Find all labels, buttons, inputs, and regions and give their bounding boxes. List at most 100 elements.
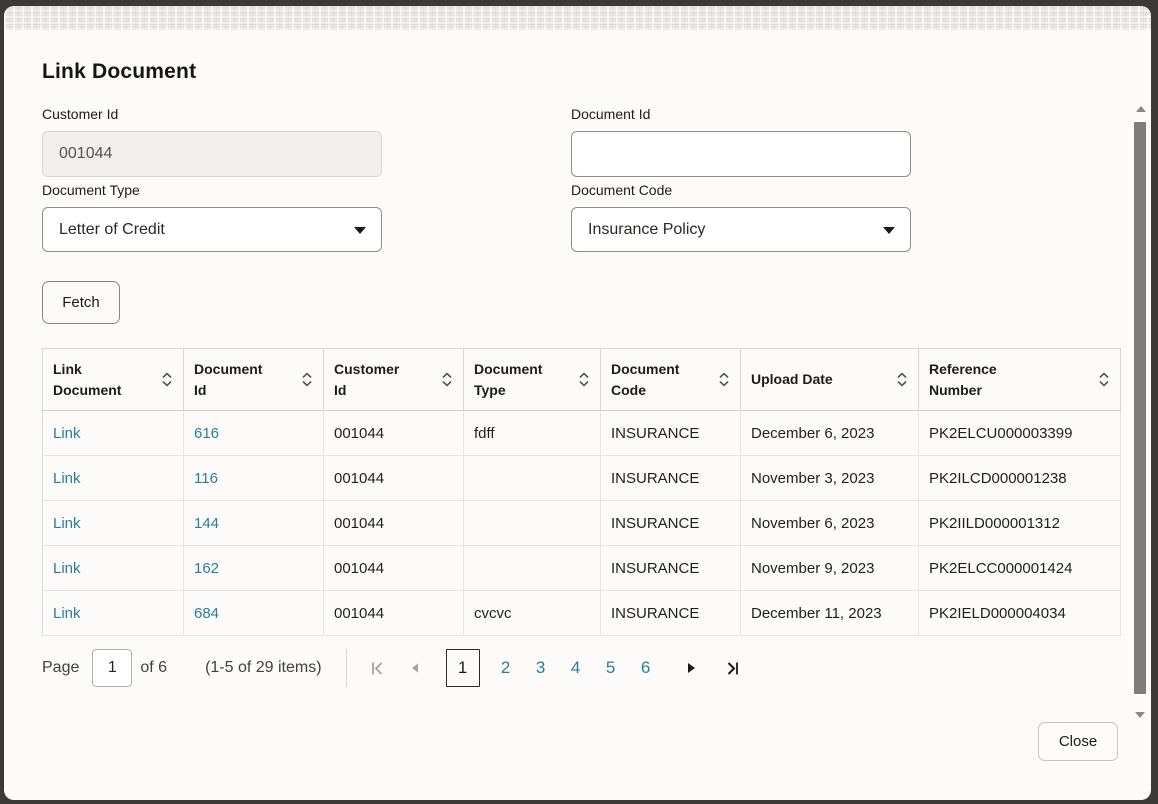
column-header-label: Document Code bbox=[611, 361, 680, 398]
page-link-1[interactable]: 1 bbox=[445, 649, 480, 687]
document-type-label: Document Type bbox=[42, 182, 140, 198]
cell-upload-date: November 6, 2023 bbox=[740, 500, 919, 546]
page-link-3[interactable]: 3 bbox=[535, 658, 546, 677]
link-action[interactable]: Link bbox=[53, 424, 81, 442]
document-id-link[interactable]: 162 bbox=[194, 559, 220, 577]
cell-document-type bbox=[463, 500, 601, 546]
pagination-divider bbox=[345, 649, 347, 687]
cell-upload-date: December 11, 2023 bbox=[740, 590, 919, 636]
caret-down-icon bbox=[354, 227, 366, 234]
customer-id-field: Customer Id bbox=[42, 106, 382, 177]
page-label: Page bbox=[42, 659, 80, 676]
cell-link: Link bbox=[42, 500, 184, 546]
page-of-label: of 6 bbox=[140, 659, 168, 676]
column-header[interactable]: Link Document bbox=[42, 348, 184, 411]
link-document-modal: Link Document Customer Id Document Id Do… bbox=[4, 6, 1151, 800]
sort-icon bbox=[302, 372, 312, 387]
column-header[interactable]: Document Type bbox=[463, 348, 601, 411]
last-page-icon[interactable] bbox=[724, 660, 741, 677]
cell-link: Link bbox=[42, 455, 184, 501]
vertical-scrollbar[interactable] bbox=[1133, 106, 1148, 718]
cell-document-code: INSURANCE bbox=[600, 500, 741, 546]
document-id-label: Document Id bbox=[571, 106, 651, 122]
cell-reference-number: PK2IELD000004034 bbox=[918, 590, 1121, 636]
next-page-icon[interactable] bbox=[684, 661, 698, 675]
document-id-link[interactable]: 144 bbox=[194, 514, 220, 532]
column-header[interactable]: Reference Number bbox=[918, 348, 1121, 411]
document-id-link[interactable]: 616 bbox=[194, 424, 220, 442]
column-header[interactable]: Document Id bbox=[183, 348, 324, 411]
cell-document-type bbox=[463, 545, 601, 591]
column-header[interactable]: Upload Date bbox=[740, 348, 919, 411]
document-type-field: Document Type Letter of Credit bbox=[42, 182, 382, 252]
cell-customer-id: 001044 bbox=[323, 410, 464, 456]
document-code-select[interactable]: Insurance Policy bbox=[571, 207, 911, 252]
pagination-bar: Page of 6 (1-5 of 29 items) 1 2 3 4 5 6 bbox=[42, 646, 741, 690]
table-row: Link 684 001044 cvcvc INSURANCE December 11, … bbox=[42, 590, 1121, 636]
column-header-label: Upload Date bbox=[751, 371, 833, 388]
document-id-link[interactable]: 116 bbox=[194, 469, 218, 487]
column-header-label: Customer Id bbox=[334, 361, 400, 398]
column-header[interactable]: Customer Id bbox=[323, 348, 464, 411]
cell-reference-number: PK2IILD000001312 bbox=[918, 500, 1121, 546]
cell-customer-id: 001044 bbox=[323, 590, 464, 636]
page-title: Link Document bbox=[42, 60, 197, 83]
documents-table: Link Document Document Id Customer Id Docum… bbox=[42, 348, 1121, 636]
link-action[interactable]: Link bbox=[53, 559, 81, 577]
page-link-5[interactable]: 5 bbox=[605, 658, 616, 677]
page-number-input[interactable] bbox=[92, 649, 133, 687]
sort-icon bbox=[162, 372, 172, 387]
sort-icon bbox=[1099, 372, 1109, 387]
customer-id-input[interactable] bbox=[42, 131, 382, 177]
sort-icon bbox=[579, 372, 589, 387]
cell-link: Link bbox=[42, 545, 184, 591]
cell-document-id: 144 bbox=[183, 500, 324, 546]
cell-upload-date: November 9, 2023 bbox=[740, 545, 919, 591]
cell-customer-id: 001044 bbox=[323, 500, 464, 546]
column-header-label: Document Type bbox=[474, 361, 543, 398]
sort-icon bbox=[442, 372, 452, 387]
cell-document-type bbox=[463, 455, 601, 501]
column-header-label: Reference Number bbox=[929, 361, 997, 398]
close-button[interactable]: Close bbox=[1038, 722, 1118, 761]
cell-document-id: 684 bbox=[183, 590, 324, 636]
cell-reference-number: PK2ELCC000001424 bbox=[918, 545, 1121, 591]
link-action[interactable]: Link bbox=[53, 469, 81, 487]
document-code-selected-value: Insurance Policy bbox=[588, 220, 706, 238]
cell-document-code: INSURANCE bbox=[600, 590, 741, 636]
cell-reference-number: PK2ILCD000001238 bbox=[918, 455, 1121, 501]
table-row: Link 144 001044 INSURANCE November 6, 2023 PK… bbox=[42, 500, 1121, 546]
sort-icon bbox=[719, 372, 729, 387]
link-action[interactable]: Link bbox=[53, 514, 81, 532]
scroll-up-icon[interactable] bbox=[1135, 106, 1146, 112]
cell-upload-date: November 3, 2023 bbox=[740, 455, 919, 501]
cell-document-code: INSURANCE bbox=[600, 410, 741, 456]
document-id-field: Document Id bbox=[571, 106, 911, 177]
page-link-6[interactable]: 6 bbox=[640, 658, 651, 677]
document-type-select[interactable]: Letter of Credit bbox=[42, 207, 382, 252]
document-id-link[interactable]: 684 bbox=[194, 604, 220, 622]
column-header[interactable]: Document Code bbox=[600, 348, 741, 411]
document-code-label: Document Code bbox=[571, 182, 673, 198]
table-row: Link 616 001044 fdff INSURANCE December 6, 20… bbox=[42, 410, 1121, 456]
link-action[interactable]: Link bbox=[53, 604, 81, 622]
cell-link: Link bbox=[42, 590, 184, 636]
scrollbar-thumb[interactable] bbox=[1134, 122, 1146, 694]
cell-document-code: INSURANCE bbox=[600, 545, 741, 591]
cell-reference-number: PK2ELCU000003399 bbox=[918, 410, 1121, 456]
cell-upload-date: December 6, 2023 bbox=[740, 410, 919, 456]
document-code-field: Document Code Insurance Policy bbox=[571, 182, 911, 252]
scroll-down-icon[interactable] bbox=[1135, 712, 1145, 718]
fetch-button[interactable]: Fetch bbox=[42, 281, 120, 324]
document-id-input[interactable] bbox=[571, 131, 911, 177]
page-links: 1 2 3 4 5 6 bbox=[432, 649, 658, 687]
page-link-2[interactable]: 2 bbox=[500, 658, 511, 677]
cell-customer-id: 001044 bbox=[323, 545, 464, 591]
cell-document-id: 616 bbox=[183, 410, 324, 456]
page-link-4[interactable]: 4 bbox=[570, 658, 581, 677]
first-page-icon[interactable] bbox=[369, 660, 386, 677]
table-row: Link 116 001044 INSURANCE November 3, 2023 PK… bbox=[42, 455, 1121, 501]
table-header-row: Link Document Document Id Customer Id Docum… bbox=[42, 348, 1121, 411]
cell-document-type: fdff bbox=[463, 410, 601, 456]
previous-page-icon[interactable] bbox=[408, 661, 422, 675]
